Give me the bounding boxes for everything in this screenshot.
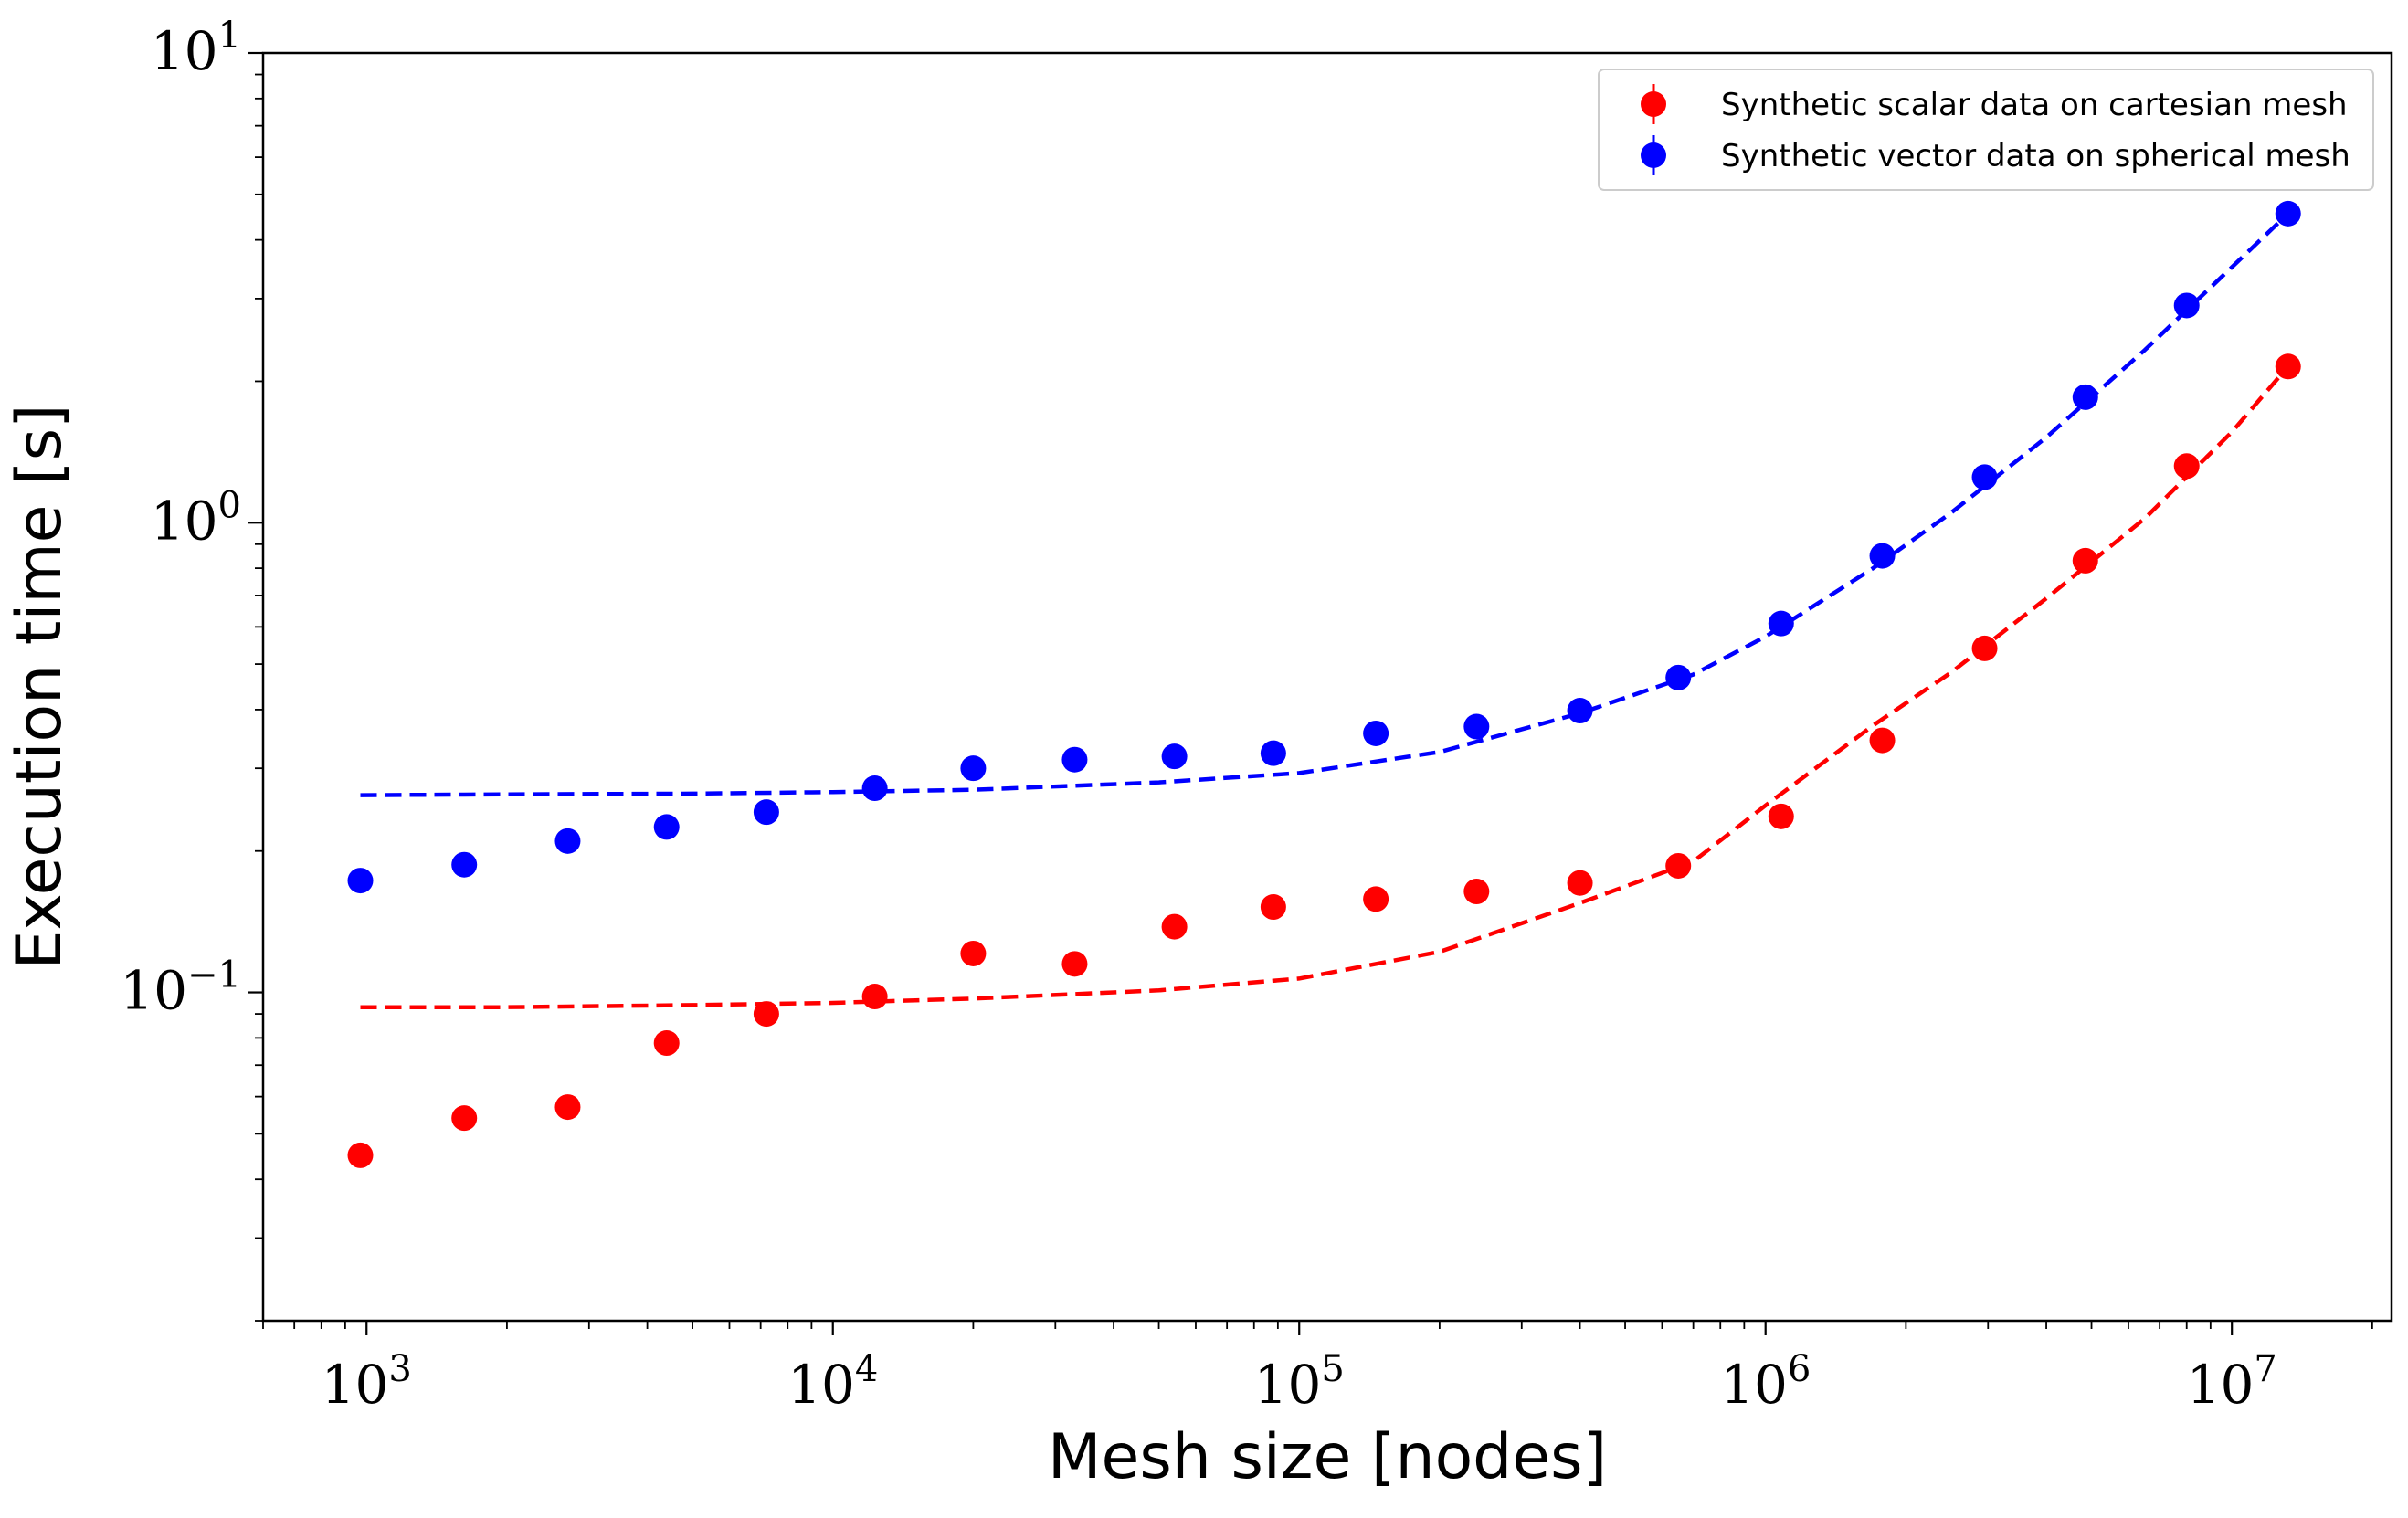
data-point-series-1	[2173, 453, 2200, 480]
data-point-series-1	[1869, 727, 1896, 754]
data-point-series-2	[1768, 610, 1794, 637]
data-point-series-2	[1665, 664, 1692, 690]
data-point-series-1	[347, 1142, 374, 1168]
x-tick-label: 103	[322, 1348, 412, 1416]
data-point-series-1	[554, 1094, 581, 1121]
y-axis: 10−1 100 101	[120, 15, 263, 1322]
y-tick-label: 10−1	[120, 954, 241, 1022]
y-axis-label: Execution time [s]	[4, 404, 76, 969]
legend: Synthetic scalar data on cartesian mesh S…	[1598, 69, 2374, 191]
data-point-series-1	[1971, 635, 1998, 661]
data-point-series-1	[1161, 913, 1188, 940]
fit-line-2	[360, 212, 2290, 797]
data-point-series-2	[554, 828, 581, 854]
x-tick-label: 104	[787, 1348, 878, 1416]
data-point-series-2	[1260, 740, 1286, 766]
fit-line-1	[360, 364, 2290, 1009]
data-point-series-2	[1061, 746, 1088, 773]
data-point-series-1	[1061, 951, 1088, 977]
x-tick-label: 106	[1720, 1348, 1811, 1416]
y-tick-label: 101	[151, 15, 241, 82]
data-point-series-2	[753, 799, 779, 826]
x-tick-label: 105	[1254, 1348, 1345, 1416]
data-point-series-2	[2072, 384, 2098, 410]
x-axis: 103 104 105 106 107	[262, 1321, 2373, 1416]
data-point-series-1	[753, 1001, 779, 1028]
data-point-series-2	[1971, 464, 1998, 490]
data-point-series-1	[1567, 870, 1593, 896]
data-point-series-2	[1161, 743, 1188, 770]
data-point-series-2	[1463, 713, 1490, 740]
data-point-series-1	[653, 1030, 680, 1057]
legend-label: Synthetic scalar data on cartesian mesh	[1721, 87, 2348, 123]
data-point-series-1	[1665, 852, 1692, 879]
data-point-series-2	[1869, 543, 1896, 569]
x-axis-label: Mesh size [nodes]	[1048, 1421, 1607, 1493]
data-point-series-2	[347, 868, 374, 894]
data-point-series-1	[2072, 547, 2098, 574]
data-point-series-1	[1463, 879, 1490, 905]
x-tick-label: 107	[2187, 1348, 2277, 1416]
legend-marker	[1641, 142, 1666, 168]
data-point-series-1	[451, 1105, 478, 1132]
data-point-series-1	[960, 940, 987, 966]
data-point-series-2	[2275, 200, 2301, 227]
plot-frame	[261, 51, 2393, 1323]
data-point-series-1	[861, 984, 888, 1010]
data-point-series-2	[960, 755, 987, 782]
data-points	[347, 200, 2301, 1168]
data-point-series-2	[1363, 720, 1389, 746]
y-tick-label: 100	[151, 484, 241, 552]
data-point-series-1	[1768, 803, 1794, 829]
data-point-series-2	[451, 851, 478, 878]
legend-box	[1598, 69, 2374, 191]
data-point-series-2	[1567, 698, 1593, 724]
data-point-series-2	[653, 814, 680, 840]
data-point-series-1	[2275, 353, 2301, 380]
data-point-series-1	[1260, 894, 1286, 921]
data-point-series-1	[1363, 886, 1389, 912]
data-point-series-2	[2173, 292, 2200, 319]
legend-marker	[1641, 91, 1666, 117]
fit-lines	[360, 212, 2290, 1009]
data-point-series-2	[861, 775, 888, 802]
legend-label: Synthetic vector data on spherical mesh	[1721, 138, 2350, 174]
